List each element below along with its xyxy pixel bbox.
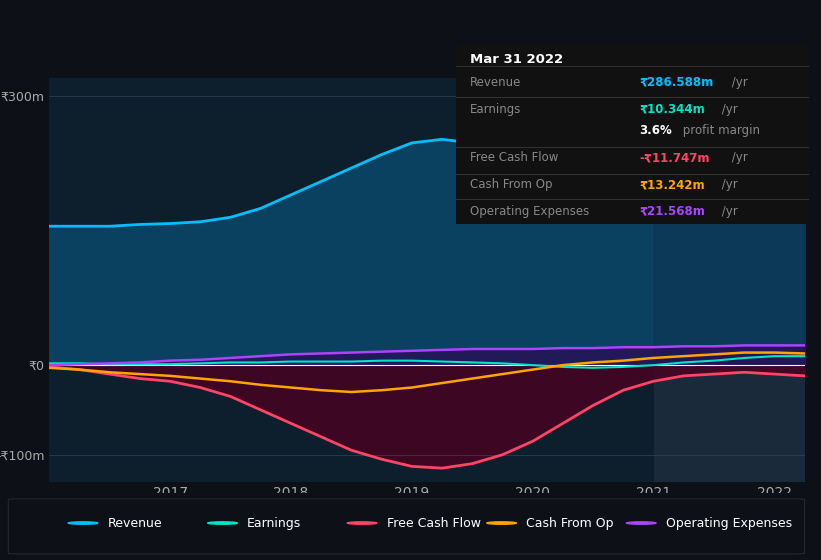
Text: Mar 31 2022: Mar 31 2022: [470, 53, 563, 66]
Text: /yr: /yr: [718, 178, 738, 191]
Bar: [654, 78, 805, 482]
Circle shape: [626, 522, 656, 524]
Text: /yr: /yr: [718, 205, 738, 218]
Text: /yr: /yr: [728, 76, 748, 89]
Text: Operating Expenses: Operating Expenses: [666, 516, 792, 530]
Text: Earnings: Earnings: [470, 103, 521, 116]
Text: Earnings: Earnings: [247, 516, 301, 530]
Text: profit margin: profit margin: [679, 124, 759, 137]
Circle shape: [487, 522, 516, 524]
Text: Free Cash Flow: Free Cash Flow: [387, 516, 480, 530]
Circle shape: [208, 522, 237, 524]
Text: Free Cash Flow: Free Cash Flow: [470, 151, 558, 164]
Text: ₹21.568m: ₹21.568m: [640, 205, 705, 218]
Circle shape: [347, 522, 377, 524]
Text: 3.6%: 3.6%: [640, 124, 672, 137]
Text: Revenue: Revenue: [108, 516, 163, 530]
Text: /yr: /yr: [718, 103, 738, 116]
Text: Cash From Op: Cash From Op: [526, 516, 614, 530]
Text: ₹10.344m: ₹10.344m: [640, 103, 705, 116]
Text: ₹13.242m: ₹13.242m: [640, 178, 705, 191]
Text: Cash From Op: Cash From Op: [470, 178, 553, 191]
Text: -₹11.747m: -₹11.747m: [640, 151, 709, 164]
Text: ₹286.588m: ₹286.588m: [640, 76, 713, 89]
Text: /yr: /yr: [728, 151, 748, 164]
Circle shape: [68, 522, 98, 524]
Text: Revenue: Revenue: [470, 76, 521, 89]
Text: Operating Expenses: Operating Expenses: [470, 205, 589, 218]
